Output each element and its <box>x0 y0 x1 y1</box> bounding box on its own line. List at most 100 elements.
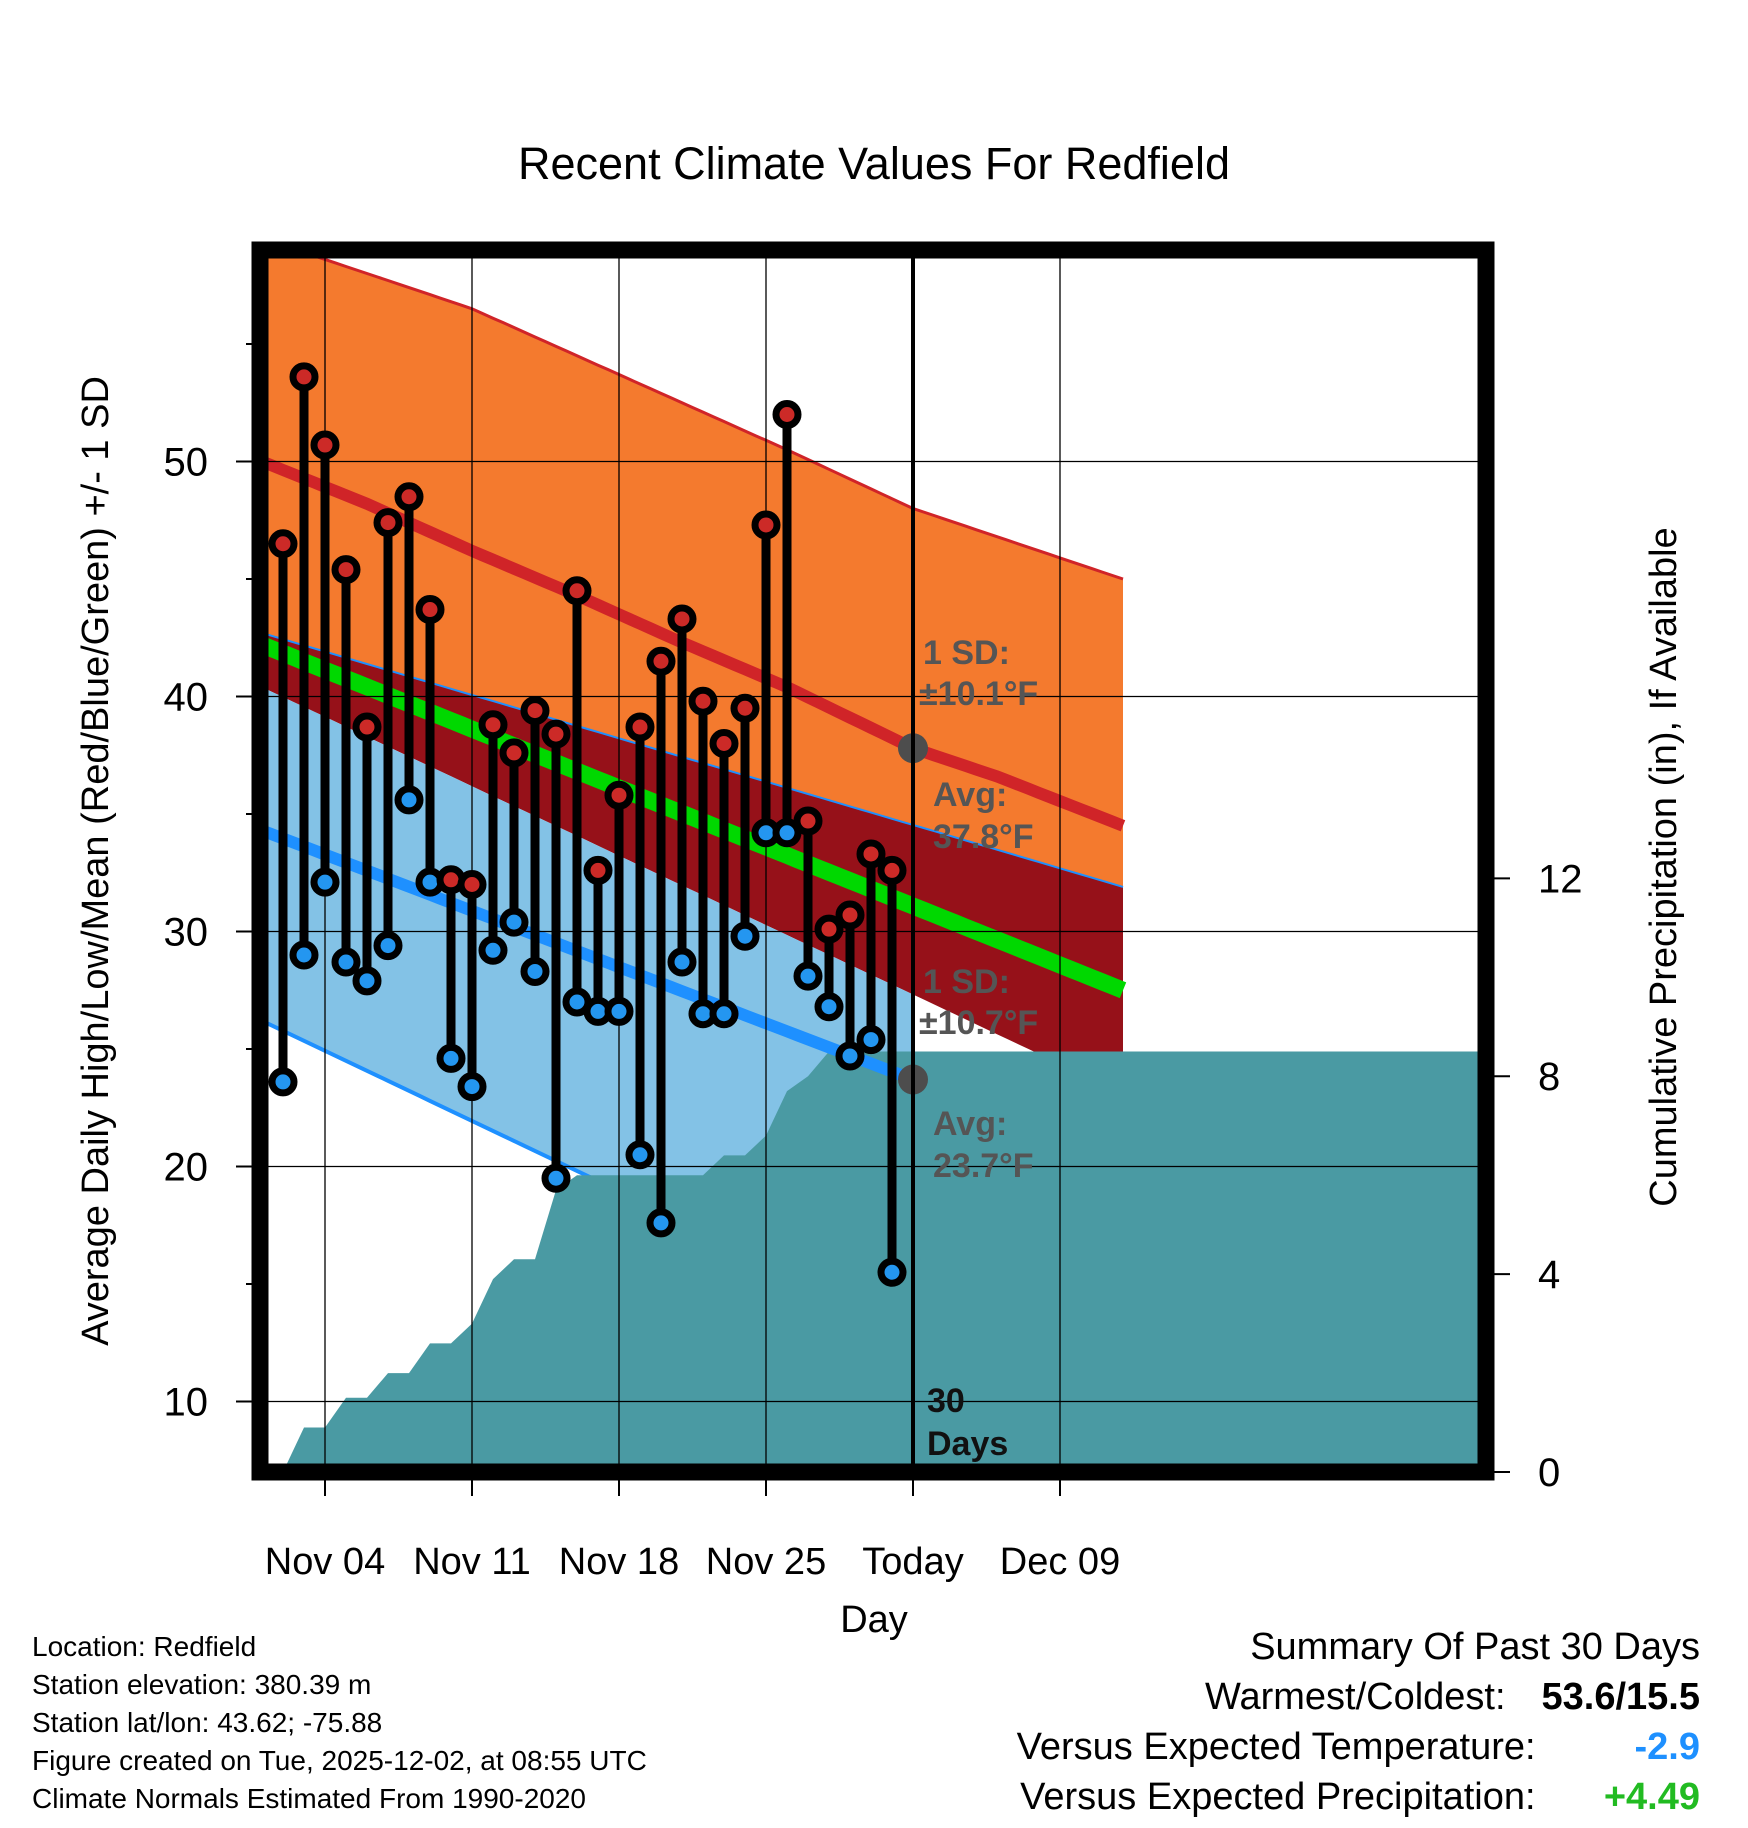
y2-tick-label: 12 <box>1538 857 1583 901</box>
observed-low-point <box>814 992 844 1022</box>
observed-high-point <box>373 508 403 538</box>
observed-high-point <box>562 576 592 606</box>
observed-low-point <box>772 818 802 848</box>
observed-low-point <box>352 966 382 996</box>
x-tick-label: Nov 18 <box>559 1541 679 1583</box>
temperature-departure-row: Versus Expected Temperature: -2.9 <box>1017 1726 1700 1769</box>
low-sd-value: ±10.7°F <box>919 1004 1038 1042</box>
high-sd-value: ±10.1°F <box>919 675 1038 713</box>
observed-high-point <box>814 914 844 944</box>
low-avg-value: 23.7°F <box>933 1147 1034 1185</box>
observed-low-point <box>793 961 823 991</box>
observed-high-point <box>604 780 634 810</box>
location-text: Location: Redfield <box>32 1631 257 1662</box>
observed-low-point <box>709 999 739 1029</box>
summary-panel: Summary Of Past 30 Days <box>1250 1622 1700 1672</box>
observed-high-point <box>310 430 340 460</box>
observed-high-point <box>877 855 907 885</box>
precipitation-departure-value: +4.49 <box>1603 1776 1700 1818</box>
observed-high-point <box>478 710 508 740</box>
observed-high-point <box>583 855 613 885</box>
temperature-departure-label: Versus Expected Temperature: <box>1016 1726 1536 1768</box>
observed-high-point <box>835 900 865 930</box>
y-tick-label: 10 <box>164 1381 209 1425</box>
created-text: Figure created on Tue, 2025-12-02, at 08… <box>32 1745 647 1776</box>
observed-high-point <box>688 686 718 716</box>
observed-high-point <box>751 510 781 540</box>
observed-low-point <box>436 1043 466 1073</box>
latlon-text: Station lat/lon: 43.62; -75.88 <box>32 1707 383 1738</box>
observed-low-point <box>646 1208 676 1238</box>
normals-text: Climate Normals Estimated From 1990-2020 <box>32 1783 586 1814</box>
x-tick-label: Today <box>862 1541 963 1583</box>
observed-high-point <box>415 595 445 625</box>
warmest-coldest-row: Warmest/Coldest: 53.6/15.5 <box>1205 1676 1700 1719</box>
observed-low-point <box>541 1163 571 1193</box>
high-avg-value: 37.8°F <box>933 818 1034 856</box>
observed-high-point <box>331 555 361 585</box>
y2-tick-label: 8 <box>1538 1055 1560 1099</box>
observed-low-point <box>667 947 697 977</box>
observed-high-point <box>709 729 739 758</box>
y-tick-label: 40 <box>164 676 209 720</box>
y2-tick-label: 4 <box>1538 1253 1560 1297</box>
normal-mean-band <box>262 633 1123 1094</box>
observed-low-point <box>835 1041 865 1071</box>
observed-low-point <box>394 785 424 815</box>
observed-low-point <box>457 1072 487 1102</box>
x-tick-label: Nov 25 <box>706 1541 826 1583</box>
elevation-text: Station elevation: 380.39 m <box>32 1669 372 1700</box>
plot-frame <box>251 241 1495 1481</box>
observed-high-point <box>646 646 676 676</box>
summary-title: Summary Of Past 30 Days <box>1250 1626 1700 1668</box>
low-sd-label: 1 SD: <box>923 963 1010 1001</box>
observed-low-point <box>520 956 550 986</box>
station-info: Location: Redfield Station elevation: 38… <box>32 1628 647 1818</box>
y2-tick-label: 0 <box>1538 1451 1560 1495</box>
observed-high-point <box>667 604 697 634</box>
x-tick-label: Nov 11 <box>413 1541 531 1583</box>
observed-low-point <box>268 1067 298 1097</box>
x-tick-label: Dec 09 <box>1000 1541 1120 1583</box>
observed-high-point <box>352 712 382 742</box>
normal-high-sd-band <box>262 250 1123 887</box>
warmest-coldest-label: Warmest/Coldest: <box>1204 1676 1506 1718</box>
observed-low-point <box>331 947 361 977</box>
observed-low-point <box>478 935 508 965</box>
low-avg-label: Avg: <box>933 1105 1007 1143</box>
observed-high-point <box>730 693 760 723</box>
observed-high-point <box>457 870 487 899</box>
observed-low-point <box>373 931 403 961</box>
high-avg-label: Avg: <box>933 776 1007 814</box>
observed-low-point <box>877 1257 907 1287</box>
observed-high-point <box>856 839 886 869</box>
observed-high-point <box>289 362 319 392</box>
observed-high-point <box>268 529 298 559</box>
warmest-coldest-value: 53.6/15.5 <box>1541 1676 1700 1718</box>
observed-low-point <box>499 907 529 937</box>
observed-low-point <box>289 940 319 970</box>
observed-high-point <box>541 719 571 749</box>
observed-temperatures <box>268 362 907 1287</box>
precipitation-departure-row: Versus Expected Precipitation: +4.49 <box>1020 1776 1700 1819</box>
high-sd-label: 1 SD: <box>923 634 1010 672</box>
y-tick-label: 50 <box>164 441 209 485</box>
y2-axis-label: Cumulative Precipitation (in), If Availa… <box>1643 527 1685 1206</box>
observed-low-point <box>310 867 340 897</box>
observed-high-point <box>499 738 529 768</box>
observed-low-point <box>856 1025 886 1055</box>
observed-high-point <box>793 806 823 836</box>
chart-title: Recent Climate Values For Redfield <box>518 138 1230 189</box>
period-number: 30 <box>927 1382 965 1420</box>
period-days-label: Days <box>927 1425 1008 1463</box>
observed-low-point <box>604 996 634 1026</box>
observed-high-point <box>772 400 802 429</box>
temperature-departure-value: -2.9 <box>1634 1726 1700 1768</box>
observed-high-point <box>625 712 655 742</box>
observed-low-point <box>730 921 760 951</box>
observed-high-point <box>394 482 424 512</box>
x-tick-label: Nov 04 <box>265 1541 385 1583</box>
y-axis-label: Average Daily High/Low/Mean (Red/Blue/Gr… <box>75 376 117 1346</box>
